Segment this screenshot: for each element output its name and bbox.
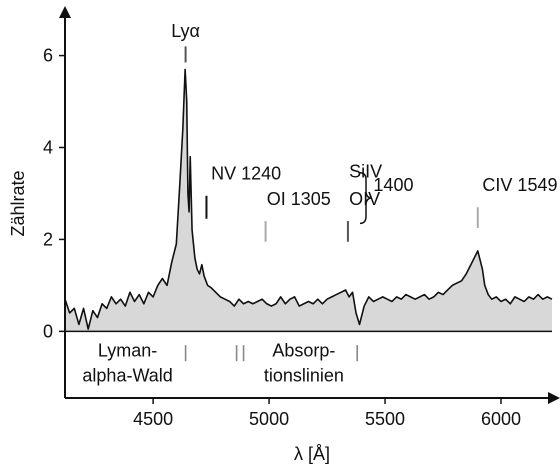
- spectrum-line: [64, 68, 553, 330]
- x-tick-label: 5000: [249, 409, 289, 429]
- region-label: alpha-Wald: [82, 366, 172, 386]
- annotation-label: SiIV: [349, 161, 382, 181]
- x-tick-label: 6000: [481, 409, 521, 429]
- annotation-label: NV 1240: [211, 164, 281, 184]
- y-tick-label: 0: [43, 321, 53, 341]
- annotation-label: Lyα: [171, 21, 200, 41]
- region-label: tionslinien: [264, 366, 344, 386]
- region-label: Lyman-: [98, 341, 157, 361]
- y-axis-label: Zählrate: [8, 170, 28, 236]
- annotation-label: OI 1305: [267, 189, 331, 209]
- annotation-label: 1400: [373, 175, 413, 195]
- y-axis-arrow: [59, 6, 71, 18]
- annotation-label: OIV: [349, 189, 380, 209]
- x-tick-label: 5500: [365, 409, 405, 429]
- y-tick-label: 6: [43, 46, 53, 66]
- y-tick-label: 4: [43, 138, 53, 158]
- x-tick-label: 4500: [133, 409, 173, 429]
- x-axis-label: λ [Å]: [294, 444, 330, 464]
- x-axis-arrow: [548, 392, 560, 404]
- y-tick-label: 2: [43, 229, 53, 249]
- doublet-brace: [359, 172, 373, 225]
- annotation-label: CIV 1549: [482, 175, 557, 195]
- region-label: Absorp-: [272, 341, 335, 361]
